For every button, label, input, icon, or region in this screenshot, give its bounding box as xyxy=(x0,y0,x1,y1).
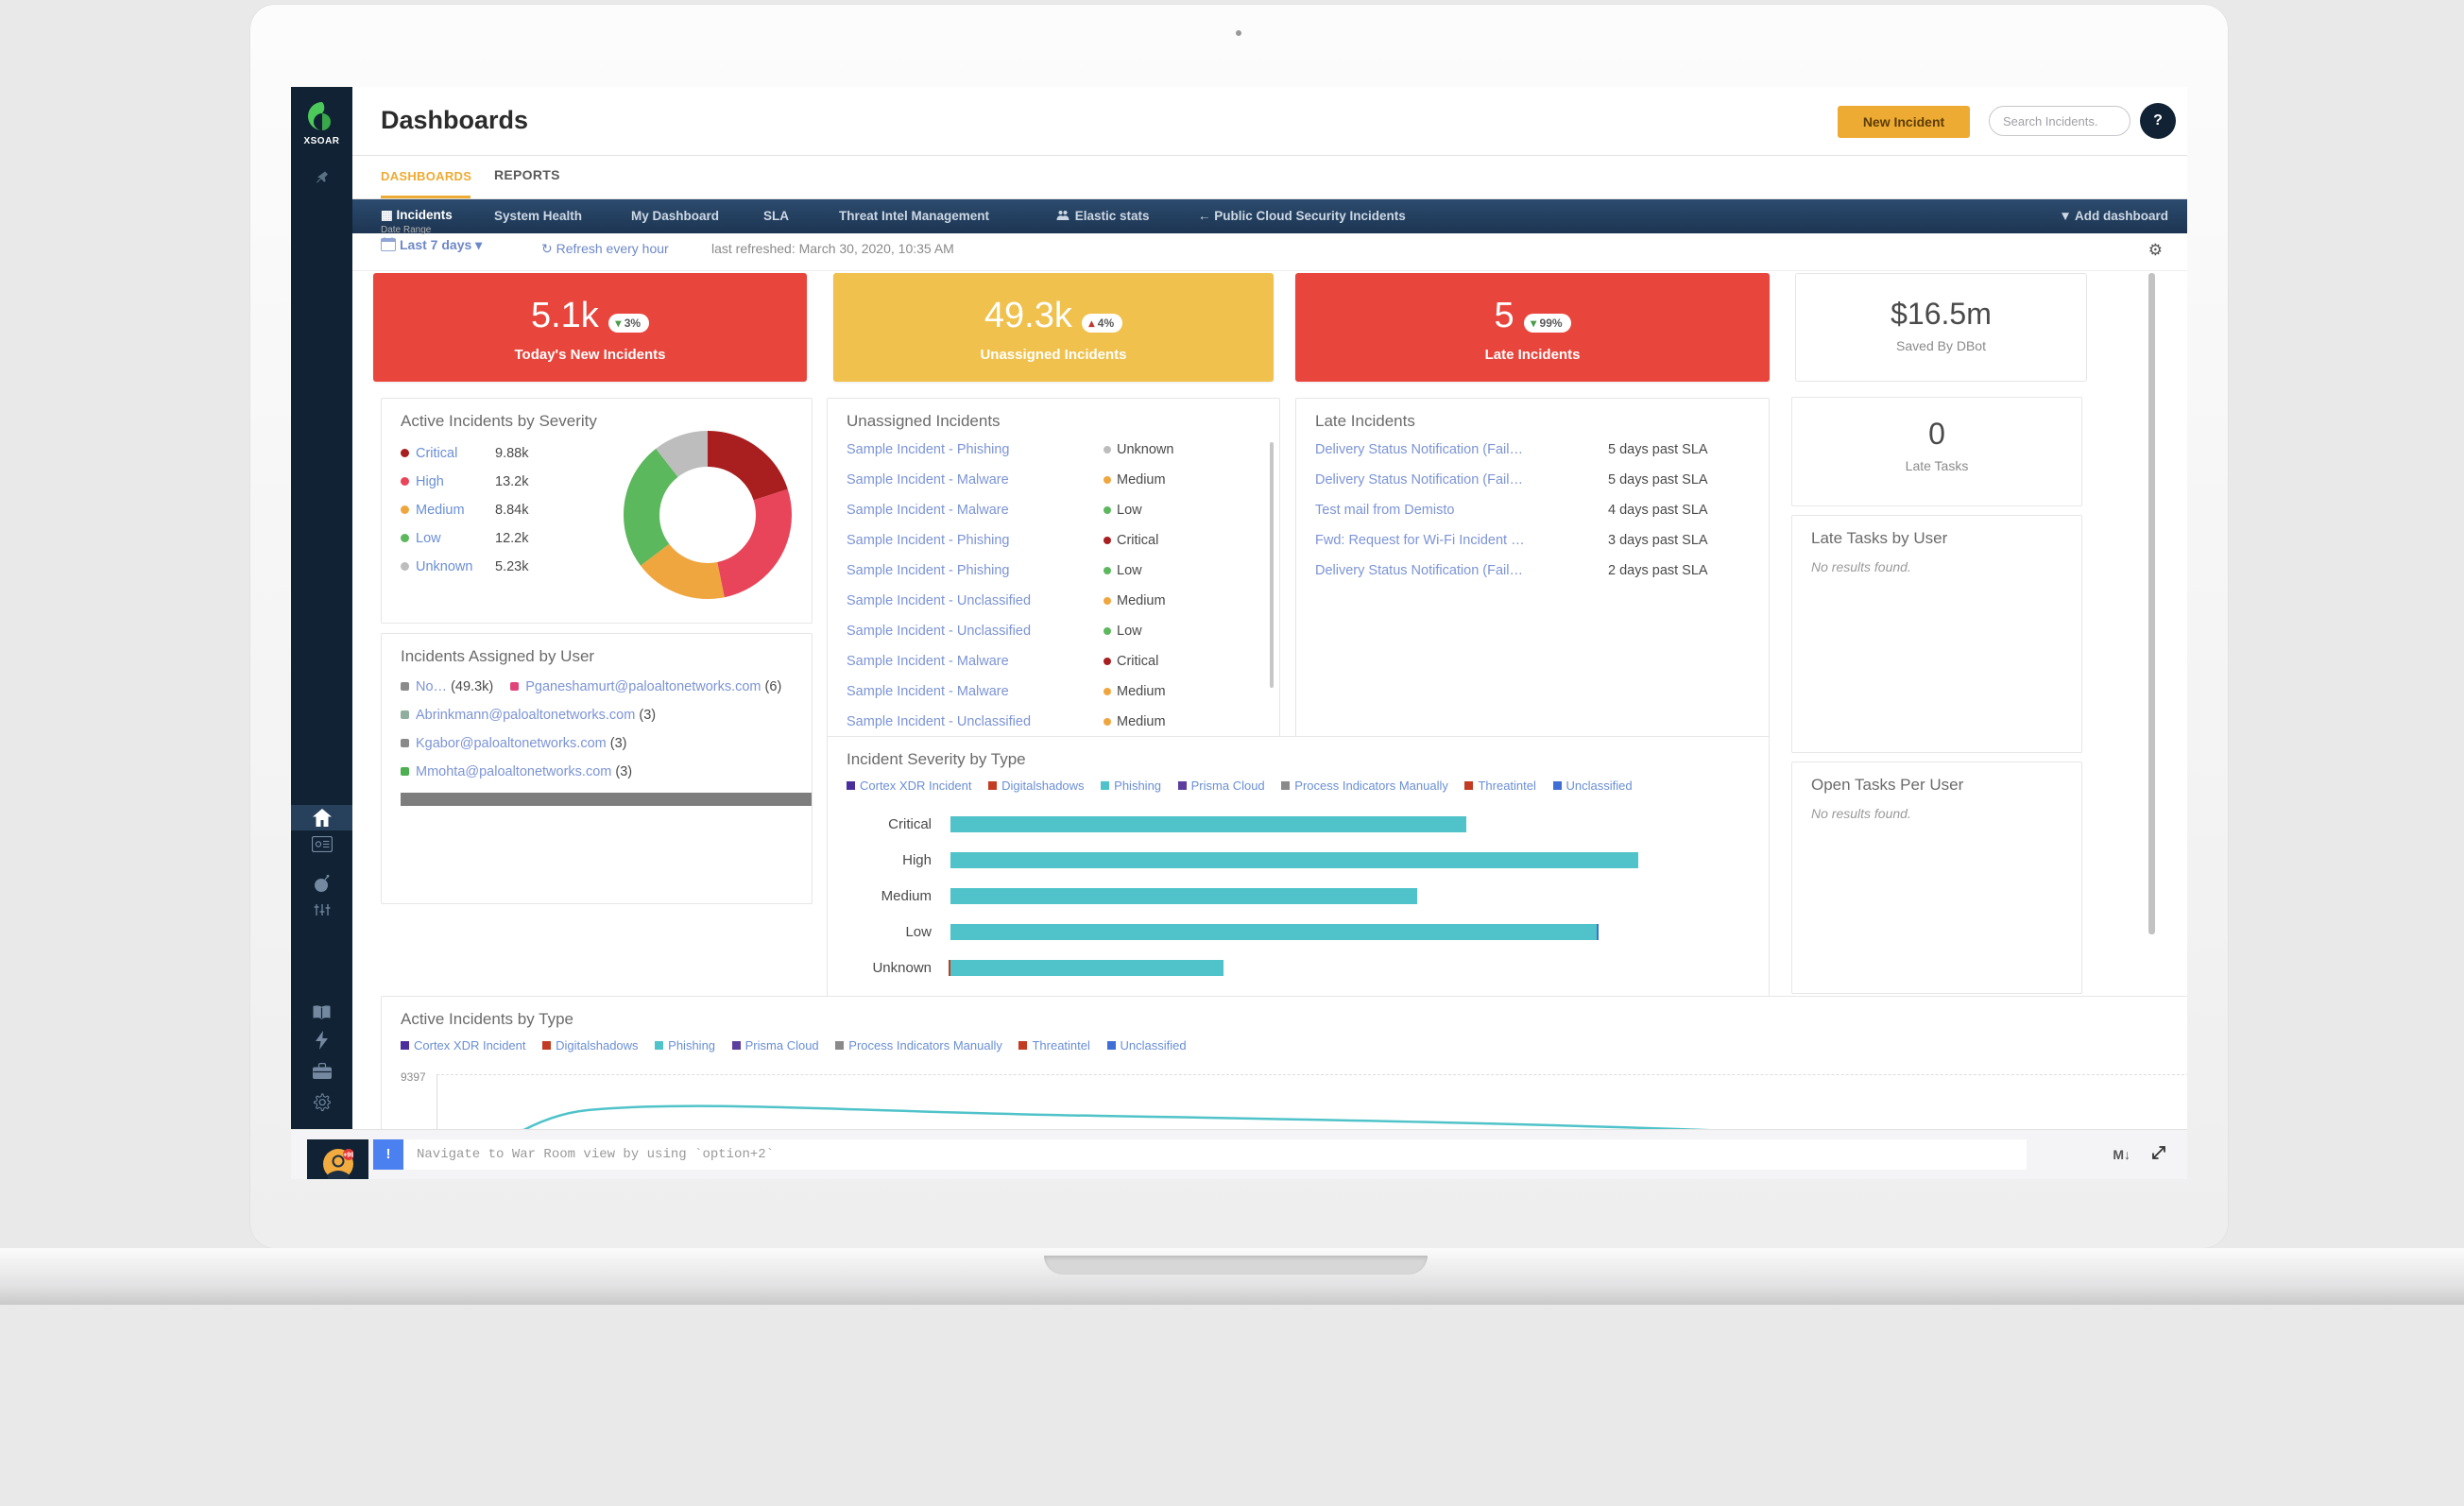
svg-text:+99: +99 xyxy=(343,1153,353,1159)
